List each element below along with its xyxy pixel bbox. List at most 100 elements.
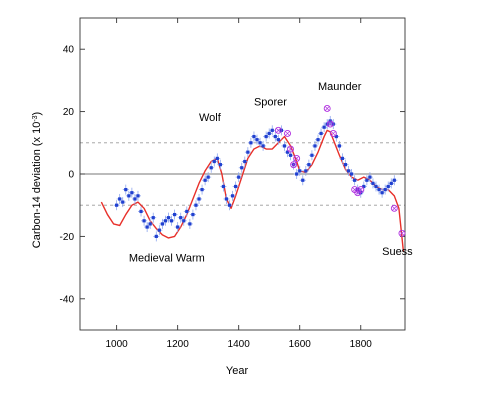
x-axis-label: Year bbox=[226, 365, 249, 377]
data-point bbox=[212, 159, 216, 164]
data-point bbox=[234, 184, 238, 189]
x-tick-label: 1200 bbox=[167, 339, 190, 350]
outlier-point bbox=[326, 120, 334, 128]
data-point bbox=[264, 134, 268, 139]
outlier-point bbox=[398, 229, 406, 237]
data-point bbox=[157, 228, 161, 232]
data-point bbox=[151, 216, 155, 220]
data-point bbox=[362, 184, 366, 189]
data-point bbox=[197, 197, 201, 201]
y-axis-label: Carbon-14 deviation (x 10-3) bbox=[31, 112, 43, 248]
data-point bbox=[249, 141, 253, 145]
data-point bbox=[365, 178, 369, 182]
data-point bbox=[389, 181, 393, 185]
data-point bbox=[337, 144, 341, 148]
data-point bbox=[224, 197, 229, 201]
data-point bbox=[221, 184, 226, 189]
data-point bbox=[215, 156, 219, 160]
data-point bbox=[246, 150, 250, 154]
data-point bbox=[288, 153, 293, 157]
data-point bbox=[127, 194, 131, 198]
data-point bbox=[307, 163, 311, 167]
data-point bbox=[209, 166, 213, 170]
data-point bbox=[237, 175, 241, 179]
data-point bbox=[340, 156, 345, 160]
data-point bbox=[255, 138, 259, 142]
data-point bbox=[191, 212, 195, 217]
data-point bbox=[188, 222, 192, 226]
data-point bbox=[273, 134, 277, 139]
data-point bbox=[252, 134, 256, 139]
outlier-point-cross bbox=[358, 187, 363, 192]
outlier-point bbox=[357, 186, 365, 194]
y-tick-label: -20 bbox=[60, 232, 75, 243]
data-point bbox=[349, 172, 354, 176]
data-point bbox=[218, 163, 222, 167]
data-point bbox=[322, 125, 326, 129]
data-point bbox=[163, 219, 168, 223]
data-point bbox=[148, 222, 152, 226]
annotation-label: Maunder bbox=[318, 81, 362, 93]
axes bbox=[79, 17, 406, 331]
data-point bbox=[377, 188, 381, 192]
y-tick-label: 20 bbox=[63, 107, 75, 118]
data-point bbox=[282, 144, 287, 148]
outlier-point-cross bbox=[291, 162, 296, 167]
data-point bbox=[136, 194, 140, 198]
data-point bbox=[200, 188, 204, 192]
data-point bbox=[203, 178, 207, 182]
data-point bbox=[371, 181, 375, 185]
data-point bbox=[298, 169, 302, 173]
outlier-point bbox=[323, 105, 331, 112]
data-point bbox=[206, 175, 210, 179]
data-point bbox=[142, 219, 146, 223]
outlier-point-cross bbox=[331, 131, 336, 136]
data-point bbox=[182, 219, 186, 223]
data-point bbox=[145, 225, 149, 229]
y-axis-label-sup: -3 bbox=[32, 115, 39, 121]
outlier-point bbox=[329, 129, 337, 137]
outlier-point-cross bbox=[327, 121, 333, 127]
data-point bbox=[169, 219, 174, 223]
data-point bbox=[392, 178, 396, 182]
data-point bbox=[261, 144, 265, 148]
data-point bbox=[230, 194, 235, 198]
data-point bbox=[194, 203, 198, 207]
data-point bbox=[316, 138, 320, 142]
data-point bbox=[115, 203, 119, 207]
annotation-label: Wolf bbox=[199, 112, 222, 124]
y-axis-label-close: ) bbox=[31, 112, 43, 116]
data-point bbox=[258, 141, 262, 145]
data-point bbox=[353, 178, 357, 182]
outlier-point-cross bbox=[352, 187, 357, 192]
outlier-point bbox=[284, 129, 291, 137]
smoothed-curve bbox=[100, 129, 405, 253]
outlier-point bbox=[293, 154, 301, 162]
x-tick-label: 1800 bbox=[350, 339, 373, 350]
data-point bbox=[185, 209, 189, 214]
outlier-point-cross bbox=[392, 206, 397, 211]
data-series bbox=[100, 105, 406, 253]
data-point bbox=[270, 128, 274, 132]
data-point bbox=[319, 131, 323, 136]
data-point bbox=[346, 169, 351, 173]
data-point bbox=[386, 184, 390, 189]
labels: Year Carbon-14 deviation (x 10-3) -40 -20… bbox=[31, 45, 413, 377]
outlier-point-cross bbox=[324, 106, 330, 111]
y-tick-label: -40 bbox=[60, 294, 75, 305]
data-point bbox=[166, 216, 171, 220]
annotation-label: Sporer bbox=[254, 96, 287, 108]
data-point bbox=[334, 134, 338, 139]
outlier-point-cross bbox=[399, 231, 405, 236]
data-point bbox=[368, 175, 372, 179]
data-point bbox=[301, 178, 305, 182]
data-point bbox=[179, 216, 183, 220]
data-point bbox=[139, 209, 143, 214]
data-point bbox=[304, 169, 308, 173]
data-point bbox=[118, 197, 122, 201]
data-point bbox=[240, 166, 244, 170]
data-point bbox=[285, 150, 290, 154]
data-point bbox=[383, 188, 387, 192]
outlier-point-cross bbox=[294, 156, 299, 161]
